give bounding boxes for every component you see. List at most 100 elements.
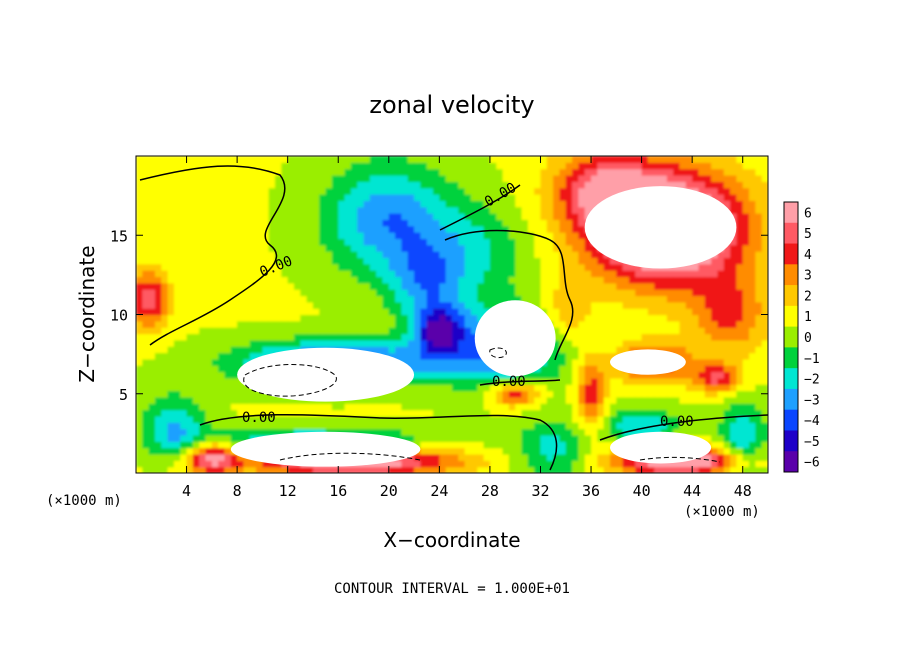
field-cell bbox=[666, 460, 674, 468]
field-cell bbox=[306, 263, 314, 271]
field-cell bbox=[363, 276, 371, 284]
field-cell bbox=[704, 175, 712, 182]
field-cell bbox=[369, 314, 377, 322]
field-cell bbox=[344, 415, 352, 423]
field-cell bbox=[445, 232, 453, 240]
field-cell bbox=[382, 339, 390, 347]
field-cell bbox=[641, 156, 649, 163]
field-cell bbox=[616, 327, 624, 335]
field-cell bbox=[161, 428, 169, 436]
field-cell bbox=[755, 162, 763, 170]
field-cell bbox=[388, 206, 396, 214]
field-cell bbox=[136, 225, 143, 233]
field-cell bbox=[603, 396, 611, 404]
field-cell bbox=[647, 308, 655, 316]
field-cell bbox=[275, 194, 282, 201]
field-cell bbox=[591, 466, 598, 473]
field-cell bbox=[736, 276, 744, 284]
field-cell bbox=[294, 225, 301, 233]
field-cell bbox=[230, 238, 238, 246]
field-cell bbox=[136, 327, 143, 335]
field-cell bbox=[521, 295, 529, 303]
field-cell bbox=[344, 168, 352, 176]
field-cell bbox=[470, 244, 478, 252]
field-cell bbox=[527, 175, 535, 182]
field-cell bbox=[730, 377, 737, 385]
field-cell bbox=[679, 308, 687, 316]
field-cell bbox=[515, 390, 523, 398]
field-cell bbox=[275, 232, 282, 240]
field-cell bbox=[376, 282, 384, 290]
field-cell bbox=[224, 453, 232, 461]
field-cell bbox=[641, 301, 649, 309]
field-cell bbox=[180, 327, 188, 335]
field-cell bbox=[515, 257, 523, 265]
field-cell bbox=[616, 428, 624, 436]
field-cell bbox=[154, 175, 162, 182]
field-cell bbox=[350, 187, 358, 195]
field-cell bbox=[312, 168, 320, 176]
field-cell bbox=[508, 257, 516, 265]
field-cell bbox=[711, 333, 719, 341]
field-cell bbox=[211, 428, 219, 436]
field-cell bbox=[439, 194, 447, 201]
field-cell bbox=[749, 339, 756, 347]
field-cell bbox=[167, 339, 175, 347]
field-cell bbox=[287, 301, 295, 309]
field-cell bbox=[470, 225, 478, 233]
field-cell bbox=[464, 251, 472, 259]
field-cell bbox=[224, 308, 232, 316]
field-cell bbox=[565, 175, 573, 182]
field-cell bbox=[458, 219, 466, 227]
field-cell bbox=[192, 168, 200, 176]
field-cell bbox=[527, 441, 535, 449]
field-cell bbox=[395, 270, 403, 278]
field-cell bbox=[736, 396, 744, 404]
field-cell bbox=[262, 238, 270, 246]
field-cell bbox=[565, 377, 573, 385]
field-cell bbox=[167, 453, 175, 461]
field-cell bbox=[426, 187, 434, 195]
field-cell bbox=[616, 377, 624, 385]
field-cell bbox=[401, 346, 409, 354]
field-cell bbox=[565, 194, 573, 201]
field-cell bbox=[654, 384, 662, 392]
field-cell bbox=[458, 194, 466, 201]
field-cell bbox=[237, 327, 245, 335]
field-cell bbox=[685, 365, 693, 373]
field-cell bbox=[388, 257, 396, 265]
field-cell bbox=[685, 390, 693, 398]
field-cell bbox=[534, 156, 542, 163]
field-cell bbox=[470, 428, 478, 436]
field-cell bbox=[211, 422, 219, 430]
field-cell bbox=[363, 428, 371, 436]
field-cell bbox=[439, 390, 447, 398]
field-cell bbox=[363, 314, 371, 322]
field-cell bbox=[426, 175, 434, 182]
field-cell bbox=[572, 206, 579, 214]
field-cell bbox=[262, 428, 270, 436]
field-cell bbox=[426, 301, 434, 309]
field-cell bbox=[363, 333, 371, 341]
field-cell bbox=[736, 333, 744, 341]
field-cell bbox=[262, 295, 270, 303]
field-cell bbox=[692, 320, 700, 328]
field-cell bbox=[281, 339, 289, 347]
field-cell bbox=[192, 276, 200, 284]
field-cell bbox=[325, 232, 333, 240]
field-cell bbox=[294, 422, 301, 430]
field-cell bbox=[167, 225, 175, 233]
field-cell bbox=[527, 168, 535, 176]
field-cell bbox=[161, 156, 169, 163]
field-cell bbox=[148, 390, 156, 398]
field-cell bbox=[704, 352, 712, 360]
field-cell bbox=[414, 371, 421, 379]
field-cell bbox=[704, 289, 712, 297]
field-cell bbox=[287, 187, 295, 195]
field-cell bbox=[407, 238, 415, 246]
field-cell bbox=[439, 358, 447, 366]
field-cell bbox=[300, 168, 308, 176]
field-cell bbox=[300, 295, 308, 303]
field-cell bbox=[186, 238, 194, 246]
field-cell bbox=[723, 428, 731, 436]
